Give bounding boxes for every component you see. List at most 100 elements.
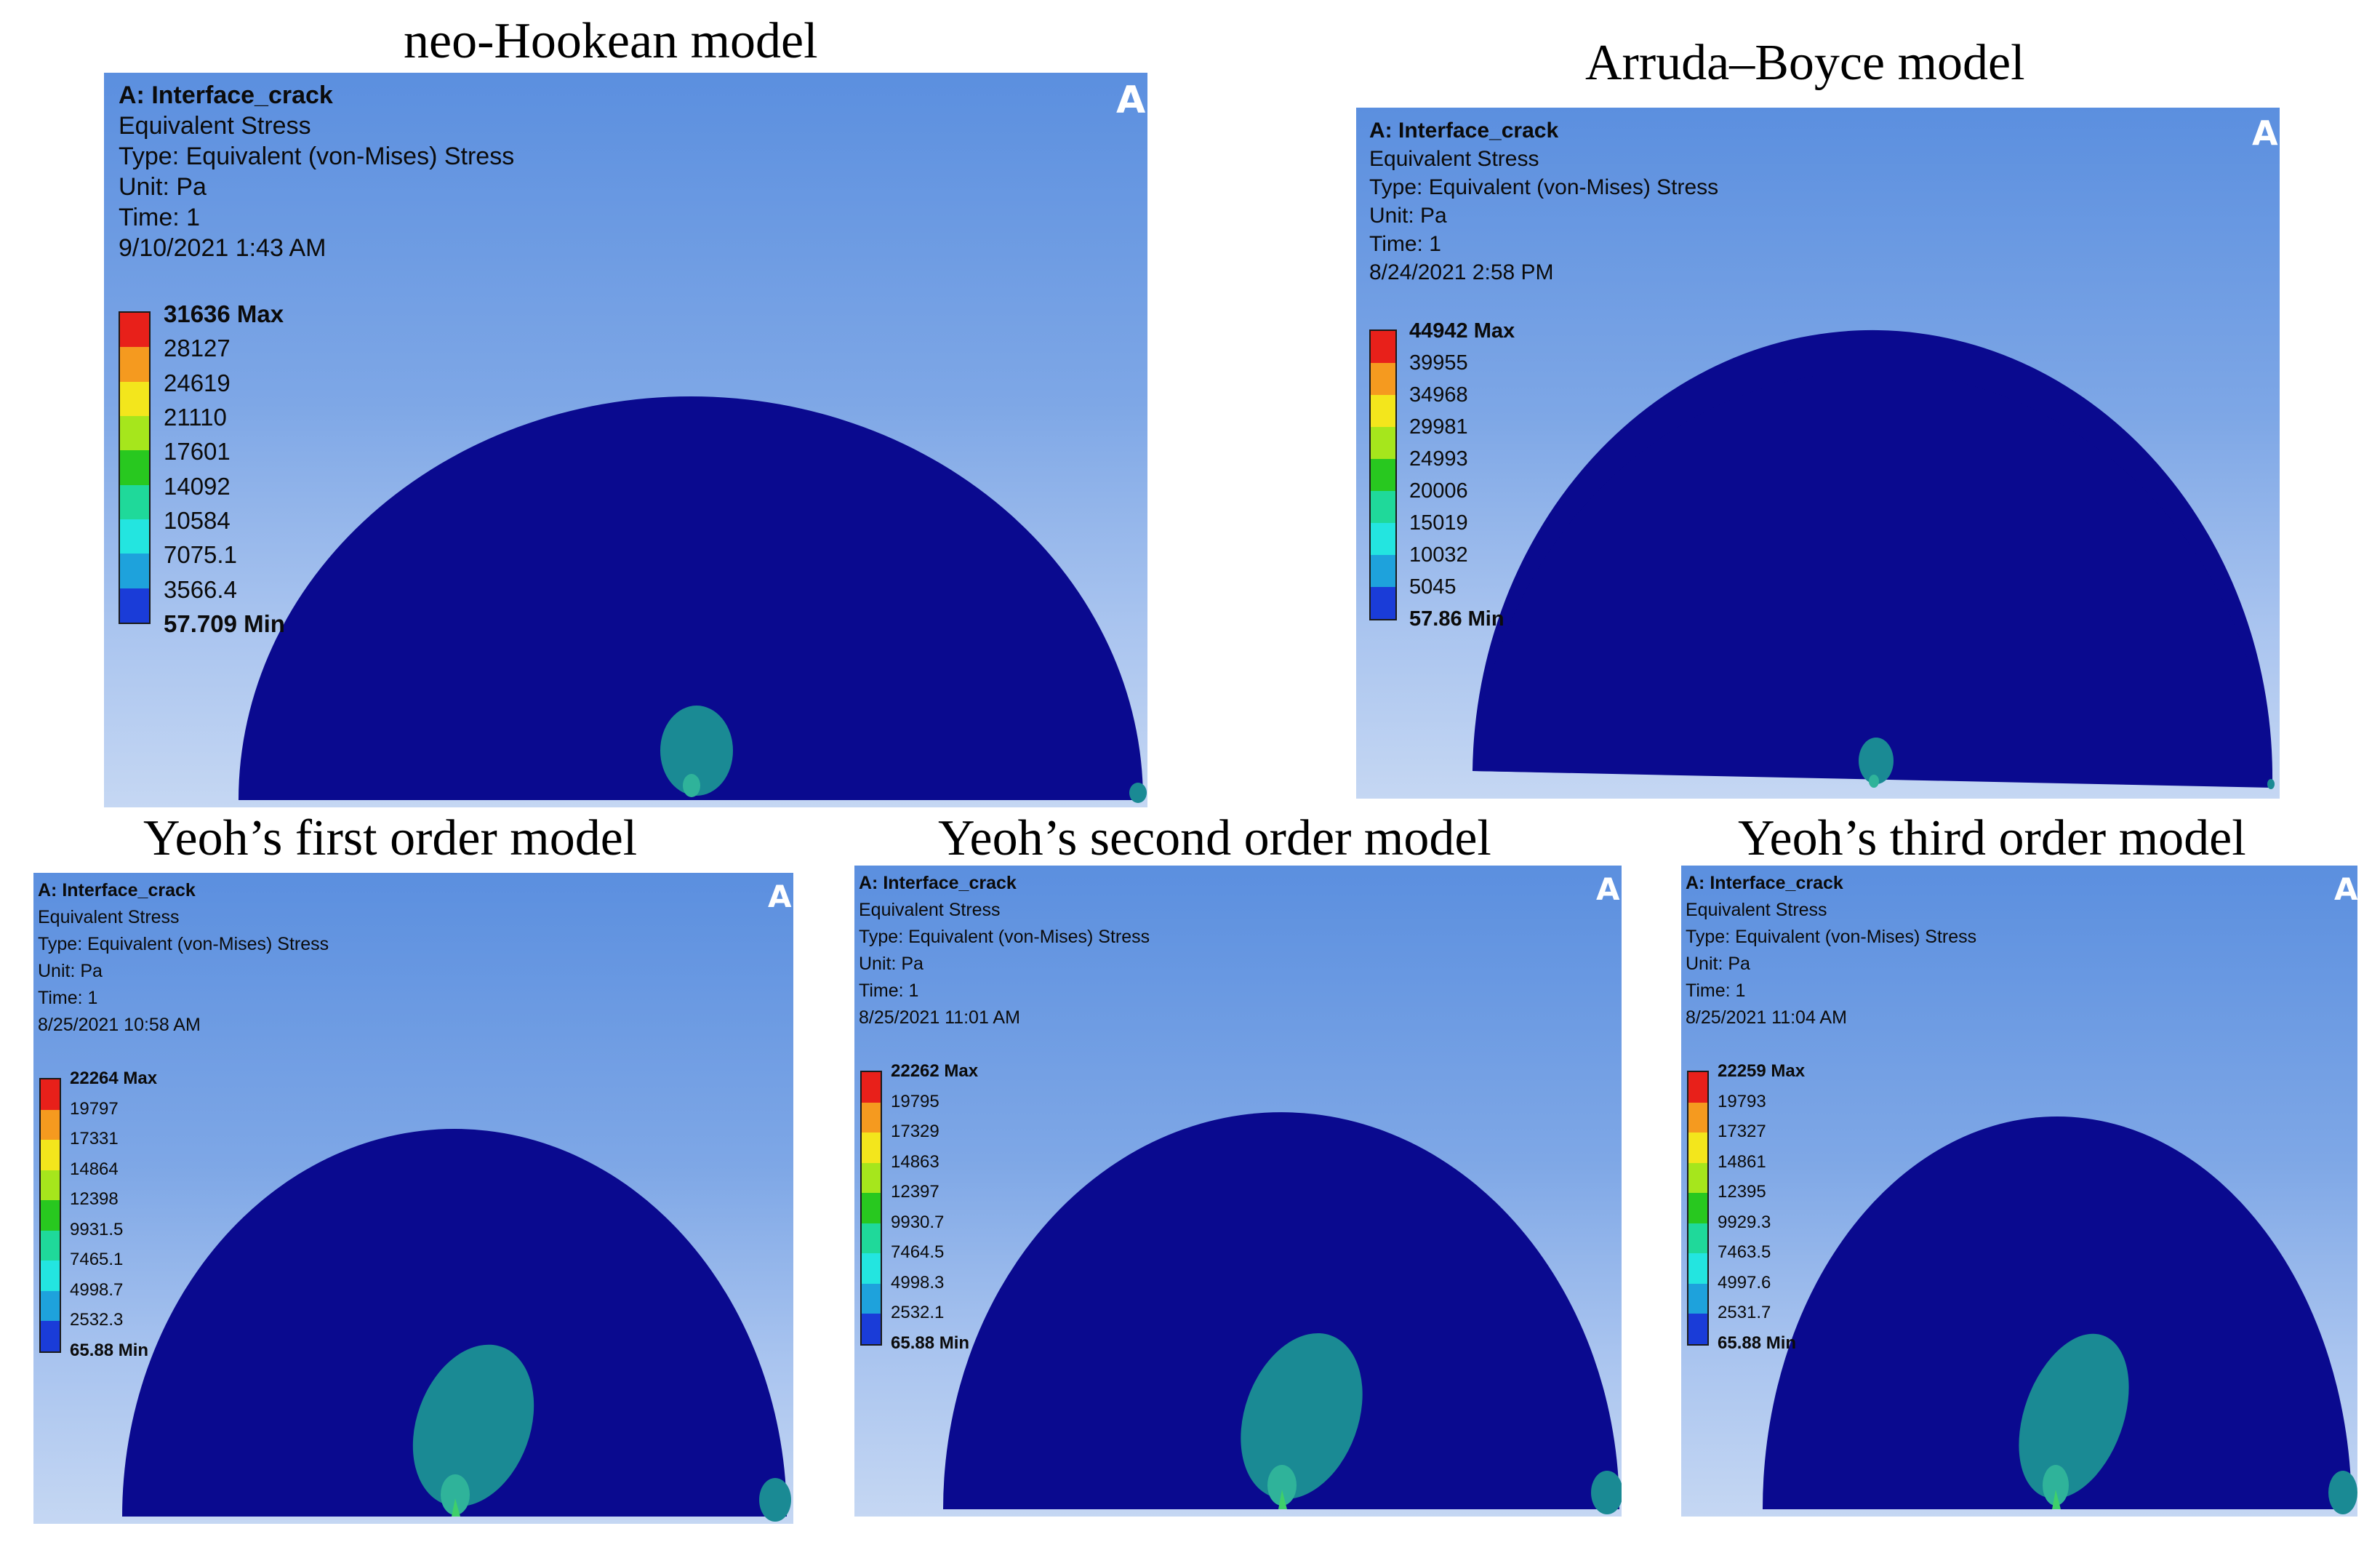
legend-swatch <box>862 1132 881 1163</box>
legend-value-label: 5045 <box>1409 575 1457 599</box>
legend-value-label: 28127 <box>164 335 231 362</box>
legend-value-label: 14861 <box>1718 1151 1766 1172</box>
info-date: 8/24/2021 2:58 PM <box>1369 260 1554 284</box>
info-result: Equivalent Stress <box>1369 147 1539 171</box>
result-info: A: Interface_crack Equivalent Stress Typ… <box>119 80 514 263</box>
viewport-yeoh-first[interactable]: A A: Interface_crack Equivalent Stress T… <box>33 873 793 1524</box>
legend-swatch <box>1688 1193 1707 1223</box>
caption-neo-hookean: neo-Hookean model <box>404 13 818 69</box>
legend-value-label: 19793 <box>1718 1091 1766 1111</box>
caption-yeoh-first: Yeoh’s first order model <box>143 810 638 866</box>
viewport-yeoh-second[interactable]: A A: Interface_crack Equivalent Stress T… <box>854 866 1622 1517</box>
legend-value-label: 7463.5 <box>1718 1242 1771 1263</box>
legend-swatch <box>1371 523 1395 555</box>
result-info: A: Interface_crack Equivalent Stress Typ… <box>1369 116 1718 287</box>
info-date: 8/25/2021 11:04 AM <box>1686 1007 1847 1028</box>
legend-value-label: 39955 <box>1409 351 1468 375</box>
crack-tip-stress-zone <box>660 706 733 796</box>
legend-value-label: 7465.1 <box>70 1250 124 1270</box>
crack-tip-point <box>1278 1490 1287 1509</box>
legend-swatch <box>1371 555 1395 587</box>
info-title: A: Interface_crack <box>1369 119 1559 143</box>
info-date: 9/10/2021 1:43 AM <box>119 234 326 262</box>
legend-value-label: 17601 <box>164 438 231 466</box>
legend-value-label: 2531.7 <box>1718 1303 1771 1323</box>
legend-swatch <box>41 1230 60 1261</box>
legend-swatch <box>120 415 149 451</box>
crack-tip-point <box>452 1498 460 1517</box>
legend-swatch <box>120 381 149 416</box>
legend-value-label: 4998.7 <box>70 1279 124 1300</box>
legend-swatch <box>1688 1072 1707 1103</box>
info-date: 8/25/2021 11:01 AM <box>859 1007 1020 1028</box>
info-title: A: Interface_crack <box>119 81 333 109</box>
viewport-arruda-boyce[interactable]: A A: Interface_crack Equivalent Stress T… <box>1356 108 2280 799</box>
info-time: Time: 1 <box>119 204 201 231</box>
info-result: Equivalent Stress <box>119 112 311 140</box>
legend-swatch <box>862 1193 881 1223</box>
info-type: Type: Equivalent (von-Mises) Stress <box>1369 175 1719 199</box>
legend-value-label: 12398 <box>70 1189 119 1210</box>
info-time: Time: 1 <box>1369 232 1441 256</box>
stress-contour-plot <box>1763 1116 2357 1514</box>
legend-swatch <box>120 519 149 554</box>
legend-swatch <box>120 484 149 519</box>
legend-swatch <box>41 1290 60 1322</box>
edge-stress-zone <box>1129 783 1147 803</box>
crack-tip-core <box>2043 1465 2069 1506</box>
result-info: A: Interface_crack Equivalent Stress Typ… <box>1686 870 1976 1031</box>
crack-tip-stress-zone <box>412 1344 534 1507</box>
crack-tip-core <box>1267 1465 1297 1506</box>
legend-value-label: 4997.6 <box>1718 1272 1771 1293</box>
ansys-logo: A <box>768 879 792 914</box>
edge-stress-zone <box>1591 1471 1622 1514</box>
result-info: A: Interface_crack Equivalent Stress Typ… <box>859 870 1150 1031</box>
info-time: Time: 1 <box>1686 980 1746 1001</box>
info-unit: Unit: Pa <box>1686 954 1750 974</box>
legend-swatch <box>41 1200 60 1231</box>
legend-swatch <box>1371 363 1395 395</box>
legend-value-label: 24619 <box>164 369 231 396</box>
legend-value-label: 9930.7 <box>891 1212 945 1232</box>
info-unit: Unit: Pa <box>119 173 207 201</box>
edge-stress-zone <box>759 1478 791 1522</box>
legend-value-label: 12395 <box>1718 1182 1766 1202</box>
stress-contour-plot <box>239 396 1147 803</box>
crack-tip-stress-zone <box>1241 1333 1363 1500</box>
info-type: Type: Equivalent (von-Mises) Stress <box>859 927 1150 947</box>
half-disc-mesh-dome <box>1473 371 2272 786</box>
color-legend: 22262 Max 19795 17329 14863 12397 9930.7 7464.… <box>860 1061 1027 1353</box>
legend-swatch <box>1688 1102 1707 1133</box>
info-type: Type: Equivalent (von-Mises) Stress <box>119 143 515 170</box>
color-legend: 44942 Max 39955 34968 29981 24993 20006 15019 1… <box>1369 319 1573 631</box>
legend-swatch <box>1371 395 1395 427</box>
ansys-logo: A <box>1116 79 1146 122</box>
legend-swatch <box>1371 491 1395 523</box>
info-time: Time: 1 <box>859 980 919 1001</box>
legend-swatch <box>41 1170 60 1201</box>
viewport-yeoh-third[interactable]: A A: Interface_crack Equivalent Stress T… <box>1681 866 2357 1517</box>
legend-swatch <box>120 313 149 348</box>
legend-value-label: 34968 <box>1409 383 1468 407</box>
color-legend: 22259 Max 19793 17327 14861 12395 9929.3 7463.… <box>1687 1061 1854 1353</box>
legend-value-label: 31636 Max <box>164 300 284 327</box>
legend-swatch <box>41 1109 60 1140</box>
legend-swatch <box>1688 1132 1707 1163</box>
result-info: A: Interface_crack Equivalent Stress Typ… <box>38 877 329 1039</box>
legend-value-label: 17331 <box>70 1129 119 1149</box>
stress-contour-plot <box>1473 329 2275 789</box>
legend-swatch <box>862 1102 881 1133</box>
legend-swatch <box>1688 1162 1707 1194</box>
legend-value-label: 3566.4 <box>164 575 237 603</box>
legend-swatch <box>862 1283 881 1314</box>
legend-value-label: 24993 <box>1409 447 1468 471</box>
legend-swatch <box>862 1162 881 1194</box>
legend-color-bar <box>1369 329 1397 620</box>
legend-value-label: 17329 <box>891 1122 939 1142</box>
viewport-neo-hookean[interactable]: A A: Interface_crack Equivalent Stress T… <box>104 73 1147 807</box>
legend-swatch <box>41 1079 60 1110</box>
legend-value-label: 57.86 Min <box>1409 607 1504 631</box>
legend-value-label: 14092 <box>164 472 231 500</box>
legend-swatch <box>41 1140 60 1170</box>
info-result: Equivalent Stress <box>38 907 180 927</box>
